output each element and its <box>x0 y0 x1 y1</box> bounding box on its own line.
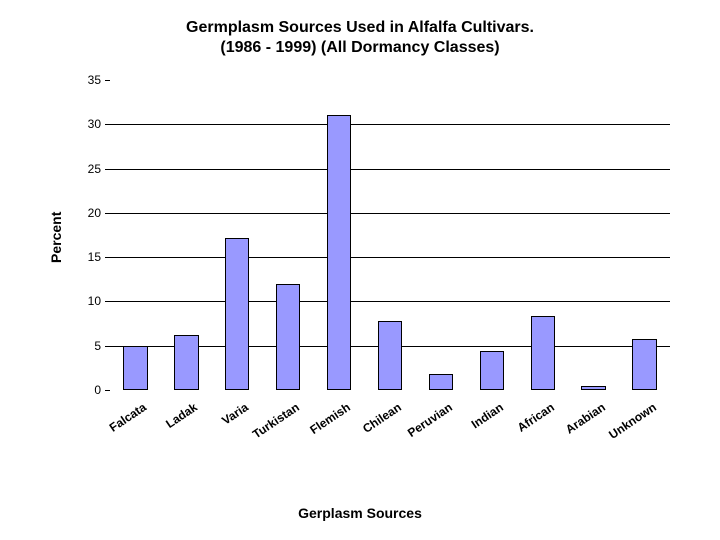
bar <box>123 346 147 390</box>
x-category-label: Arabian <box>517 400 608 468</box>
x-category-label: Peruvian <box>364 400 455 468</box>
x-axis-label: Gerplasm Sources <box>0 505 720 521</box>
gridline <box>110 257 670 258</box>
y-tick-label: 15 <box>75 250 101 264</box>
chart-container: Germplasm Sources Used in Alfalfa Cultiv… <box>0 0 720 540</box>
bar <box>174 335 198 390</box>
bar <box>581 386 605 390</box>
y-axis-label: Percent <box>48 212 64 263</box>
y-tick <box>105 257 110 258</box>
y-tick <box>105 390 110 391</box>
chart-title-line2: (1986 - 1999) (All Dormancy Classes) <box>0 38 720 58</box>
y-tick-label: 20 <box>75 206 101 220</box>
x-category-label: Ladak <box>109 400 200 468</box>
bar <box>429 374 453 390</box>
x-category-label: Turkistan <box>211 400 302 468</box>
y-tick <box>105 124 110 125</box>
bar <box>531 316 555 390</box>
y-tick <box>105 169 110 170</box>
y-tick-label: 10 <box>75 294 101 308</box>
chart-title-line1: Germplasm Sources Used in Alfalfa Cultiv… <box>0 18 720 38</box>
bar <box>276 284 300 390</box>
y-tick-label: 25 <box>75 162 101 176</box>
x-category-label: Unknown <box>568 400 659 468</box>
x-category-label: Falcata <box>59 400 150 468</box>
y-tick <box>105 346 110 347</box>
bar <box>327 115 351 390</box>
y-tick-label: 35 <box>75 73 101 87</box>
x-category-label: African <box>466 400 557 468</box>
gridline <box>110 301 670 302</box>
plot-area <box>110 80 670 390</box>
x-category-label: Varia <box>160 400 251 468</box>
bar <box>480 351 504 390</box>
gridline <box>110 169 670 170</box>
y-tick-label: 0 <box>75 383 101 397</box>
y-tick-label: 30 <box>75 117 101 131</box>
y-tick-label: 5 <box>75 339 101 353</box>
bar <box>378 321 402 390</box>
gridline <box>110 213 670 214</box>
chart-title: Germplasm Sources Used in Alfalfa Cultiv… <box>0 18 720 58</box>
x-category-label: Chilean <box>313 400 404 468</box>
x-category-label: Flemish <box>262 400 353 468</box>
y-tick <box>105 80 110 81</box>
gridline <box>110 124 670 125</box>
x-category-label: Indian <box>415 400 506 468</box>
y-tick <box>105 301 110 302</box>
bar <box>225 238 249 390</box>
bar <box>632 339 656 390</box>
y-tick <box>105 213 110 214</box>
